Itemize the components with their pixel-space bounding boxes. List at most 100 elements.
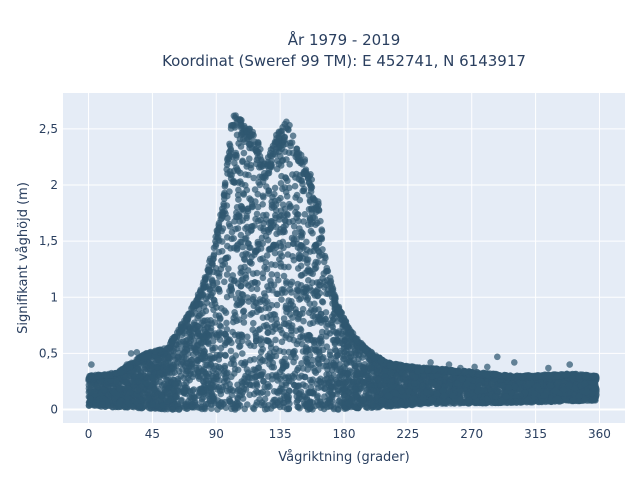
data-point bbox=[304, 221, 312, 229]
data-point bbox=[268, 316, 275, 323]
data-point bbox=[244, 333, 251, 341]
data-point bbox=[242, 171, 249, 178]
data-point bbox=[272, 336, 279, 344]
data-point bbox=[190, 393, 198, 400]
data-point bbox=[374, 376, 382, 384]
data-point bbox=[234, 366, 242, 374]
data-point bbox=[449, 392, 457, 400]
data-point bbox=[282, 374, 289, 382]
data-point bbox=[280, 358, 287, 366]
data-point bbox=[229, 272, 237, 279]
data-point bbox=[210, 306, 217, 314]
data-point bbox=[294, 366, 301, 374]
data-point bbox=[255, 306, 263, 314]
data-point bbox=[298, 242, 305, 249]
data-point bbox=[239, 350, 246, 357]
data-point bbox=[260, 322, 268, 330]
data-point bbox=[156, 369, 163, 377]
data-point bbox=[304, 267, 311, 275]
data-point bbox=[265, 187, 273, 195]
data-point bbox=[186, 376, 193, 384]
data-point bbox=[298, 360, 305, 367]
data-point bbox=[318, 328, 326, 336]
data-point bbox=[228, 339, 235, 347]
data-point bbox=[193, 322, 201, 330]
data-point bbox=[565, 382, 573, 389]
data-point bbox=[256, 354, 264, 362]
data-point bbox=[516, 386, 523, 394]
data-point bbox=[283, 393, 291, 401]
data-point bbox=[263, 211, 270, 219]
data-point bbox=[360, 379, 367, 386]
data-point bbox=[255, 179, 262, 186]
data-point bbox=[226, 223, 234, 230]
data-point bbox=[239, 379, 246, 387]
data-point bbox=[270, 219, 278, 226]
data-point bbox=[278, 157, 286, 165]
data-point bbox=[149, 401, 156, 408]
data-point bbox=[280, 272, 288, 280]
data-point bbox=[382, 367, 389, 374]
data-point bbox=[304, 366, 311, 373]
data-point bbox=[242, 274, 250, 282]
data-point bbox=[217, 265, 225, 273]
data-point bbox=[278, 296, 285, 303]
data-point bbox=[216, 322, 223, 329]
data-point bbox=[239, 298, 246, 306]
data-point bbox=[311, 214, 319, 222]
data-point bbox=[281, 205, 289, 213]
data-point bbox=[284, 241, 292, 249]
data-point bbox=[316, 316, 324, 324]
data-point bbox=[267, 355, 274, 363]
data-point bbox=[285, 405, 293, 413]
data-point bbox=[299, 180, 306, 188]
data-point bbox=[511, 383, 519, 391]
data-point bbox=[234, 404, 242, 411]
data-point bbox=[237, 387, 244, 395]
data-point bbox=[213, 333, 221, 341]
data-point bbox=[206, 333, 213, 340]
data-point bbox=[229, 328, 236, 336]
data-point bbox=[267, 405, 275, 412]
data-point bbox=[234, 191, 242, 199]
data-point bbox=[323, 375, 331, 382]
data-point bbox=[236, 218, 243, 225]
data-point bbox=[253, 210, 261, 218]
data-point bbox=[292, 208, 299, 216]
data-point bbox=[294, 397, 302, 404]
data-point bbox=[254, 203, 262, 211]
data-point bbox=[306, 332, 314, 340]
data-point bbox=[182, 337, 189, 345]
data-point bbox=[244, 267, 252, 274]
data-point bbox=[247, 311, 254, 318]
data-point bbox=[299, 187, 307, 195]
data-point bbox=[515, 379, 523, 387]
data-point bbox=[273, 301, 281, 309]
data-point bbox=[276, 403, 284, 411]
data-point bbox=[252, 215, 259, 223]
data-point bbox=[305, 309, 313, 317]
data-point bbox=[223, 234, 231, 241]
data-point bbox=[248, 285, 255, 293]
data-point bbox=[283, 278, 290, 285]
data-point bbox=[175, 368, 183, 375]
data-point bbox=[234, 225, 242, 232]
data-point bbox=[276, 347, 284, 355]
data-point bbox=[234, 280, 242, 287]
data-point bbox=[243, 214, 250, 222]
data-point bbox=[291, 182, 299, 190]
data-point bbox=[182, 371, 189, 378]
data-point bbox=[190, 370, 198, 378]
data-point bbox=[205, 370, 213, 377]
data-point bbox=[311, 265, 319, 273]
data-point bbox=[264, 337, 272, 344]
data-point bbox=[206, 352, 214, 360]
data-point bbox=[116, 385, 123, 393]
data-point bbox=[277, 263, 285, 270]
data-point bbox=[125, 400, 133, 407]
data-point bbox=[322, 315, 329, 323]
data-point bbox=[191, 398, 199, 406]
data-point bbox=[521, 389, 529, 397]
data-point bbox=[288, 331, 295, 339]
data-point bbox=[243, 163, 250, 170]
